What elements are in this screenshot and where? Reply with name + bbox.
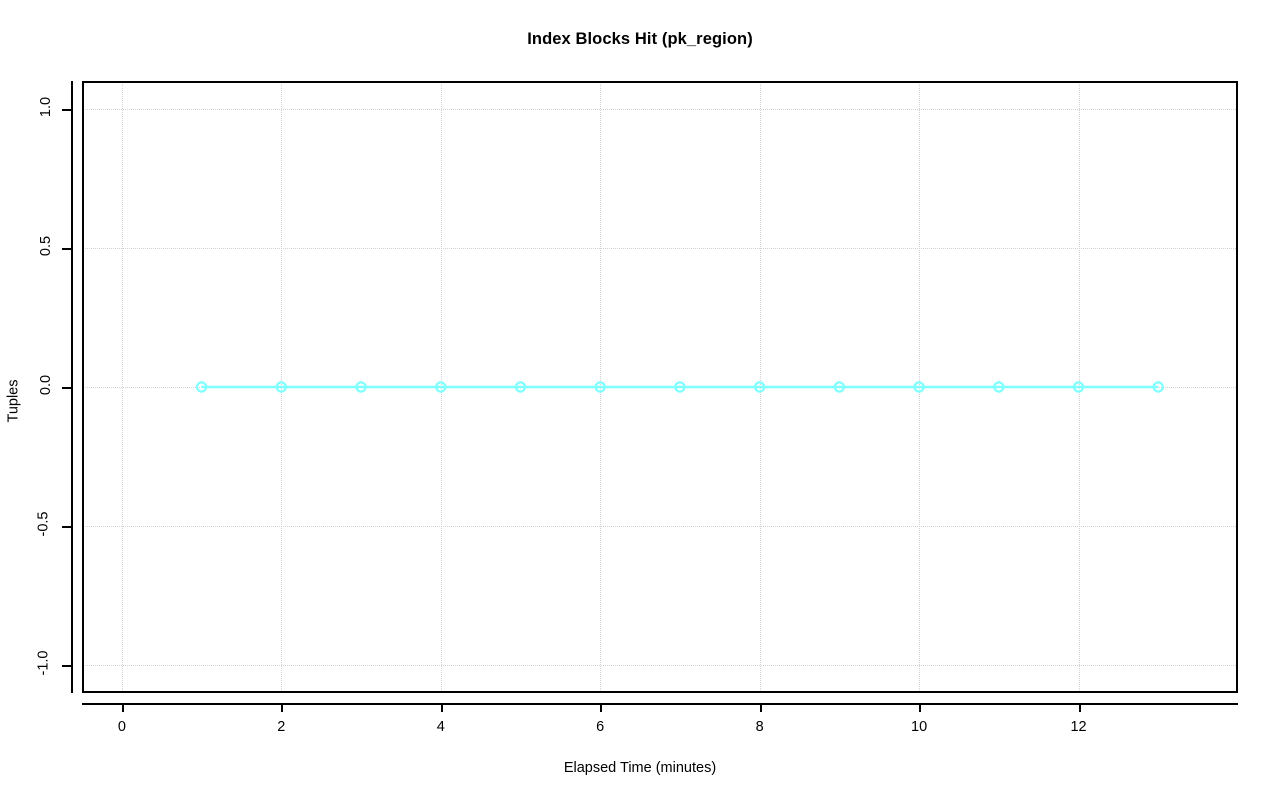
data-point-marker bbox=[195, 381, 208, 393]
x-axis-tick-label: 4 bbox=[436, 719, 445, 735]
data-point-marker bbox=[275, 381, 288, 393]
y-axis-tick-label: -0.5 bbox=[35, 511, 52, 537]
series-pk_region bbox=[195, 381, 1164, 393]
data-series-layer bbox=[195, 381, 1164, 393]
plot-area bbox=[82, 81, 1238, 693]
x-axis-tick bbox=[440, 703, 443, 712]
gridline-vertical bbox=[121, 81, 123, 693]
y-axis-tick bbox=[62, 526, 71, 529]
gridline-horizontal bbox=[82, 665, 1238, 667]
x-axis-tick-label: 12 bbox=[1070, 719, 1087, 735]
x-axis-tick-label: 0 bbox=[117, 719, 126, 735]
plot-border bbox=[82, 81, 1238, 693]
x-axis-tick-label: 6 bbox=[596, 719, 605, 735]
y-axis-tick bbox=[62, 387, 71, 389]
chart-title: Index Blocks Hit (pk_region) bbox=[527, 30, 753, 48]
y-axis-title-text: Tuples bbox=[5, 379, 22, 422]
x-axis-tick bbox=[600, 703, 603, 712]
data-point-marker bbox=[913, 381, 925, 393]
y-axis-title: Tuples bbox=[2, 0, 24, 801]
data-point-marker bbox=[833, 381, 846, 393]
y-axis-tick-label: 0.0 bbox=[37, 374, 54, 396]
x-axis-tick bbox=[1078, 703, 1081, 712]
x-axis-tick-label: 10 bbox=[911, 719, 928, 735]
x-axis-tick-label: 8 bbox=[755, 719, 764, 735]
y-axis-tick-label: 0.5 bbox=[37, 235, 54, 256]
gridline-horizontal bbox=[82, 247, 1238, 249]
y-axis-tick-label: 1.0 bbox=[37, 96, 54, 117]
gridline-horizontal bbox=[82, 108, 1238, 110]
x-axis-line bbox=[82, 703, 1238, 705]
y-axis-tick bbox=[62, 247, 71, 250]
data-point-marker bbox=[753, 381, 766, 393]
y-axis-line bbox=[71, 81, 73, 693]
data-point-marker bbox=[435, 381, 447, 393]
y-axis-tick-label: -1.0 bbox=[35, 650, 52, 676]
data-point-marker bbox=[355, 381, 367, 393]
data-point-marker bbox=[514, 381, 527, 393]
x-axis-tick bbox=[281, 703, 284, 712]
x-axis-tick bbox=[759, 703, 762, 712]
y-axis-tick bbox=[62, 108, 71, 111]
x-axis-title: Elapsed Time (minutes) bbox=[563, 760, 717, 776]
data-point-marker bbox=[594, 381, 606, 393]
x-axis-tick-label: 2 bbox=[277, 719, 286, 735]
gridline-horizontal bbox=[82, 526, 1238, 528]
x-axis-tick bbox=[121, 703, 124, 712]
y-axis-tick bbox=[62, 665, 71, 668]
x-axis-tick bbox=[919, 703, 922, 712]
data-point-marker bbox=[1152, 381, 1164, 393]
data-point-marker bbox=[993, 381, 1005, 393]
data-point-marker bbox=[674, 381, 686, 393]
data-point-marker bbox=[1072, 381, 1085, 393]
